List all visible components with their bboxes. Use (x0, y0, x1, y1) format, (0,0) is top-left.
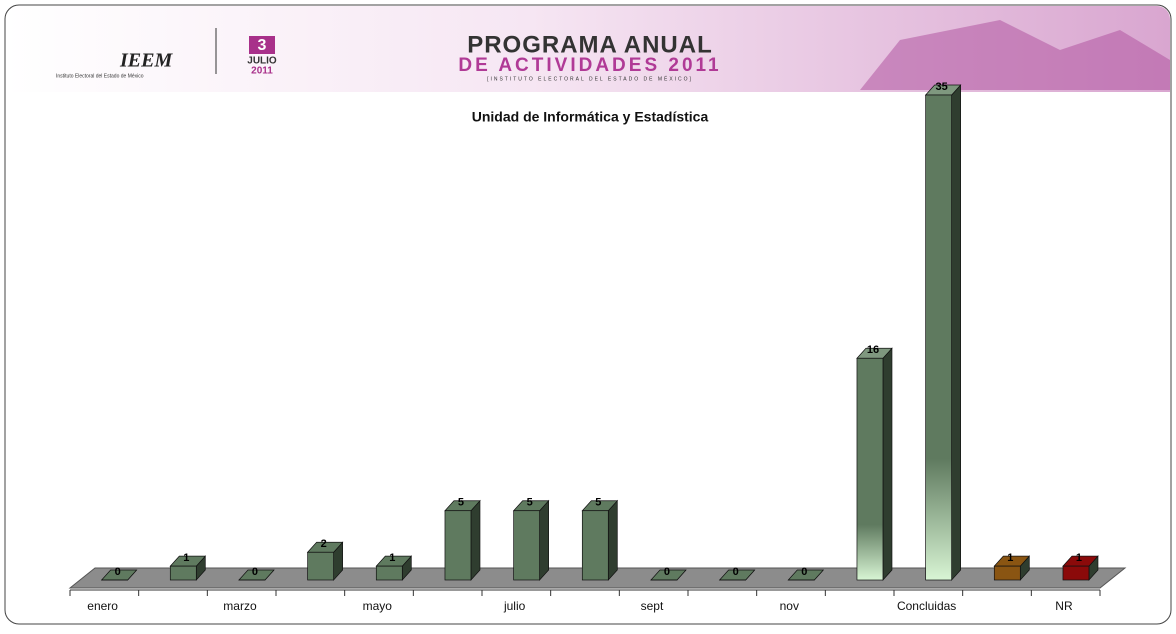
data-label: 0 (801, 566, 807, 578)
data-label: 1 (389, 552, 395, 564)
data-label: 0 (664, 566, 670, 578)
data-label: 5 (527, 497, 533, 509)
x-tick-label: marzo (223, 599, 257, 613)
x-tick-label: julio (503, 599, 526, 613)
data-label: 35 (936, 81, 948, 93)
bar-side (952, 85, 961, 580)
bar (857, 358, 883, 580)
bar (445, 511, 471, 580)
bar-side (608, 501, 617, 580)
bar (170, 566, 196, 580)
x-tick-label: NR (1055, 599, 1073, 613)
bar (994, 566, 1020, 580)
x-tick-label: Concluidas (897, 599, 956, 613)
bar-side (883, 348, 892, 580)
bar (376, 566, 402, 580)
bar (926, 95, 952, 580)
x-tick-label: enero (87, 599, 118, 613)
data-label: 0 (115, 566, 121, 578)
data-label: 5 (458, 497, 464, 509)
data-label: 1 (1007, 552, 1013, 564)
bar-side (540, 501, 549, 580)
badge-day: 3 (258, 37, 267, 54)
badge-year: 2011 (251, 66, 273, 77)
data-label: 2 (321, 538, 327, 550)
logo-caption: Instituto Electoral del Estado de México (56, 73, 144, 79)
bar (308, 552, 334, 580)
bar (582, 511, 608, 580)
x-tick-label: sept (641, 599, 664, 613)
data-label: 5 (595, 497, 601, 509)
header-subtitle: DE ACTIVIDADES 2011 (458, 55, 721, 76)
header-caption: [INSTITUTO ELECTORAL DEL ESTADO DE MÉXIC… (487, 75, 693, 82)
bar-side (471, 501, 480, 580)
data-label: 0 (733, 566, 739, 578)
logo: IEEM (119, 50, 173, 72)
data-label: 1 (183, 552, 189, 564)
x-tick-label: mayo (363, 599, 393, 613)
bar (1063, 566, 1089, 580)
data-label: 1 (1076, 552, 1082, 564)
data-label: 0 (252, 566, 258, 578)
x-tick-label: nov (780, 599, 799, 613)
bar (514, 511, 540, 580)
chart-title: Unidad de Informática y Estadística (472, 109, 709, 125)
data-label: 16 (867, 344, 879, 356)
